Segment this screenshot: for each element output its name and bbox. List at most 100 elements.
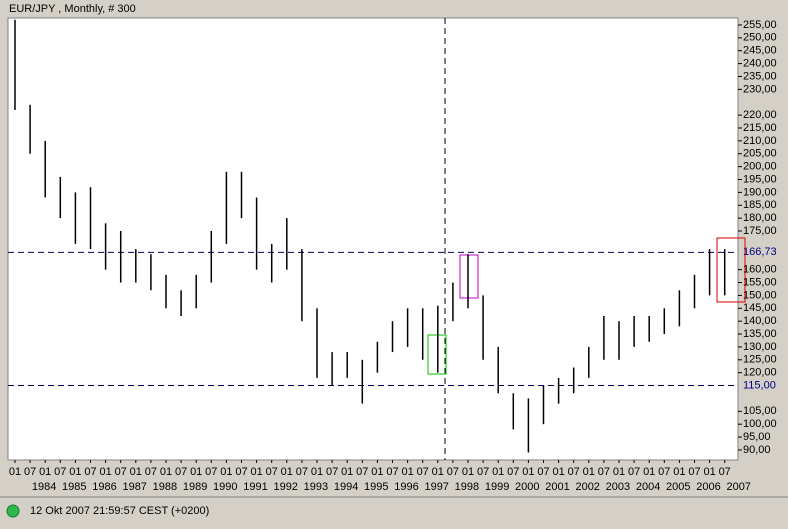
y-tick-label: 100,00 — [743, 418, 777, 430]
x-tick-label: 07 — [235, 466, 247, 478]
x-tick-label: 07 — [386, 466, 398, 478]
y-tick-label: 145,00 — [743, 302, 777, 314]
year-label: 2007 — [726, 481, 750, 493]
chart-title: EUR/JPY , Monthly, # 300 — [9, 3, 136, 15]
y-tick-label: 220,00 — [743, 109, 777, 121]
x-tick-label: 07 — [719, 466, 731, 478]
y-tick-label: 90,00 — [743, 444, 771, 456]
y-tick-label: 230,00 — [743, 83, 777, 95]
x-tick-label: 07 — [326, 466, 338, 478]
x-tick-label: 01 — [462, 466, 474, 478]
highlight-box — [716, 237, 746, 303]
y-tick-label: 200,00 — [743, 161, 777, 173]
y-tick-label: 155,00 — [743, 276, 777, 288]
x-tick-label: 07 — [658, 466, 670, 478]
x-tick-label: 01 — [492, 466, 504, 478]
y-tick-label: 210,00 — [743, 135, 777, 147]
y-tick-label: 160,00 — [743, 264, 777, 276]
year-label: 1997 — [424, 481, 448, 493]
x-tick-label: 07 — [296, 466, 308, 478]
year-label: 2003 — [606, 481, 630, 493]
x-tick-label: 07 — [24, 466, 36, 478]
x-tick-label: 01 — [250, 466, 262, 478]
year-label: 1998 — [455, 481, 479, 493]
x-tick-label: 07 — [145, 466, 157, 478]
y-tick-label: 185,00 — [743, 199, 777, 211]
y-tick-label: 140,00 — [743, 315, 777, 327]
y-tick-label: 130,00 — [743, 341, 777, 353]
y-tick-label: 125,00 — [743, 354, 777, 366]
year-label: 2001 — [545, 481, 569, 493]
year-label: 1996 — [394, 481, 418, 493]
y-tick-label: 150,00 — [743, 289, 777, 301]
y-tick-label: 240,00 — [743, 57, 777, 69]
year-label: 2004 — [636, 481, 660, 493]
y-tick-label: 235,00 — [743, 70, 777, 82]
reference-label: 115,00 — [743, 379, 776, 391]
x-tick-label: 01 — [371, 466, 383, 478]
y-tick-label: 135,00 — [743, 328, 777, 340]
year-label: 1989 — [183, 481, 207, 493]
x-tick-label: 01 — [281, 466, 293, 478]
y-tick-label: 95,00 — [743, 431, 771, 443]
y-tick-label: 120,00 — [743, 367, 777, 379]
year-label: 2005 — [666, 481, 690, 493]
y-tick-label: 175,00 — [743, 225, 777, 237]
x-tick-label: 07 — [507, 466, 519, 478]
x-tick-label: 01 — [39, 466, 51, 478]
status-text: 12 Okt 2007 21:59:57 CEST (+0200) — [30, 505, 209, 517]
y-tick-label: 250,00 — [743, 32, 777, 44]
y-tick-label: 215,00 — [743, 122, 777, 134]
highlight-box — [427, 334, 447, 375]
y-tick-label: 190,00 — [743, 186, 777, 198]
y-tick-label: 180,00 — [743, 212, 777, 224]
year-label: 1988 — [153, 481, 177, 493]
x-tick-label: 07 — [266, 466, 278, 478]
year-label: 1999 — [485, 481, 509, 493]
x-tick-label: 07 — [175, 466, 187, 478]
y-tick-label: 205,00 — [743, 148, 777, 160]
status-indicator — [6, 504, 20, 518]
year-label: 1994 — [334, 481, 358, 493]
x-tick-label: 01 — [311, 466, 323, 478]
x-tick-label: 01 — [613, 466, 625, 478]
highlight-box — [459, 254, 479, 299]
year-label: 2000 — [515, 481, 539, 493]
x-tick-label: 01 — [432, 466, 444, 478]
x-tick-label: 01 — [99, 466, 111, 478]
year-label: 1986 — [92, 481, 116, 493]
x-tick-label: 07 — [417, 466, 429, 478]
y-tick-label: 195,00 — [743, 173, 777, 185]
x-tick-label: 07 — [447, 466, 459, 478]
x-tick-label: 07 — [205, 466, 217, 478]
x-tick-label: 01 — [220, 466, 232, 478]
year-label: 2002 — [575, 481, 599, 493]
x-tick-label: 01 — [190, 466, 202, 478]
year-label: 1993 — [304, 481, 328, 493]
x-tick-label: 01 — [522, 466, 534, 478]
x-tick-label: 07 — [54, 466, 66, 478]
x-tick-label: 07 — [688, 466, 700, 478]
reference-label: 166,73 — [743, 246, 777, 258]
x-tick-label: 07 — [537, 466, 549, 478]
x-tick-label: 01 — [160, 466, 172, 478]
plot-area — [7, 17, 739, 461]
y-tick-label: 255,00 — [743, 19, 777, 31]
x-tick-label: 01 — [341, 466, 353, 478]
x-tick-label: 07 — [628, 466, 640, 478]
x-tick-label: 01 — [9, 466, 21, 478]
x-tick-label: 07 — [356, 466, 368, 478]
year-label: 1990 — [213, 481, 237, 493]
y-tick-label: 245,00 — [743, 45, 777, 57]
x-tick-label: 07 — [477, 466, 489, 478]
year-label: 1984 — [32, 481, 56, 493]
x-tick-label: 01 — [401, 466, 413, 478]
x-tick-label: 07 — [115, 466, 127, 478]
year-label: 1995 — [364, 481, 388, 493]
x-tick-label: 07 — [568, 466, 580, 478]
x-tick-label: 07 — [598, 466, 610, 478]
x-tick-label: 07 — [84, 466, 96, 478]
year-label: 2006 — [696, 481, 720, 493]
